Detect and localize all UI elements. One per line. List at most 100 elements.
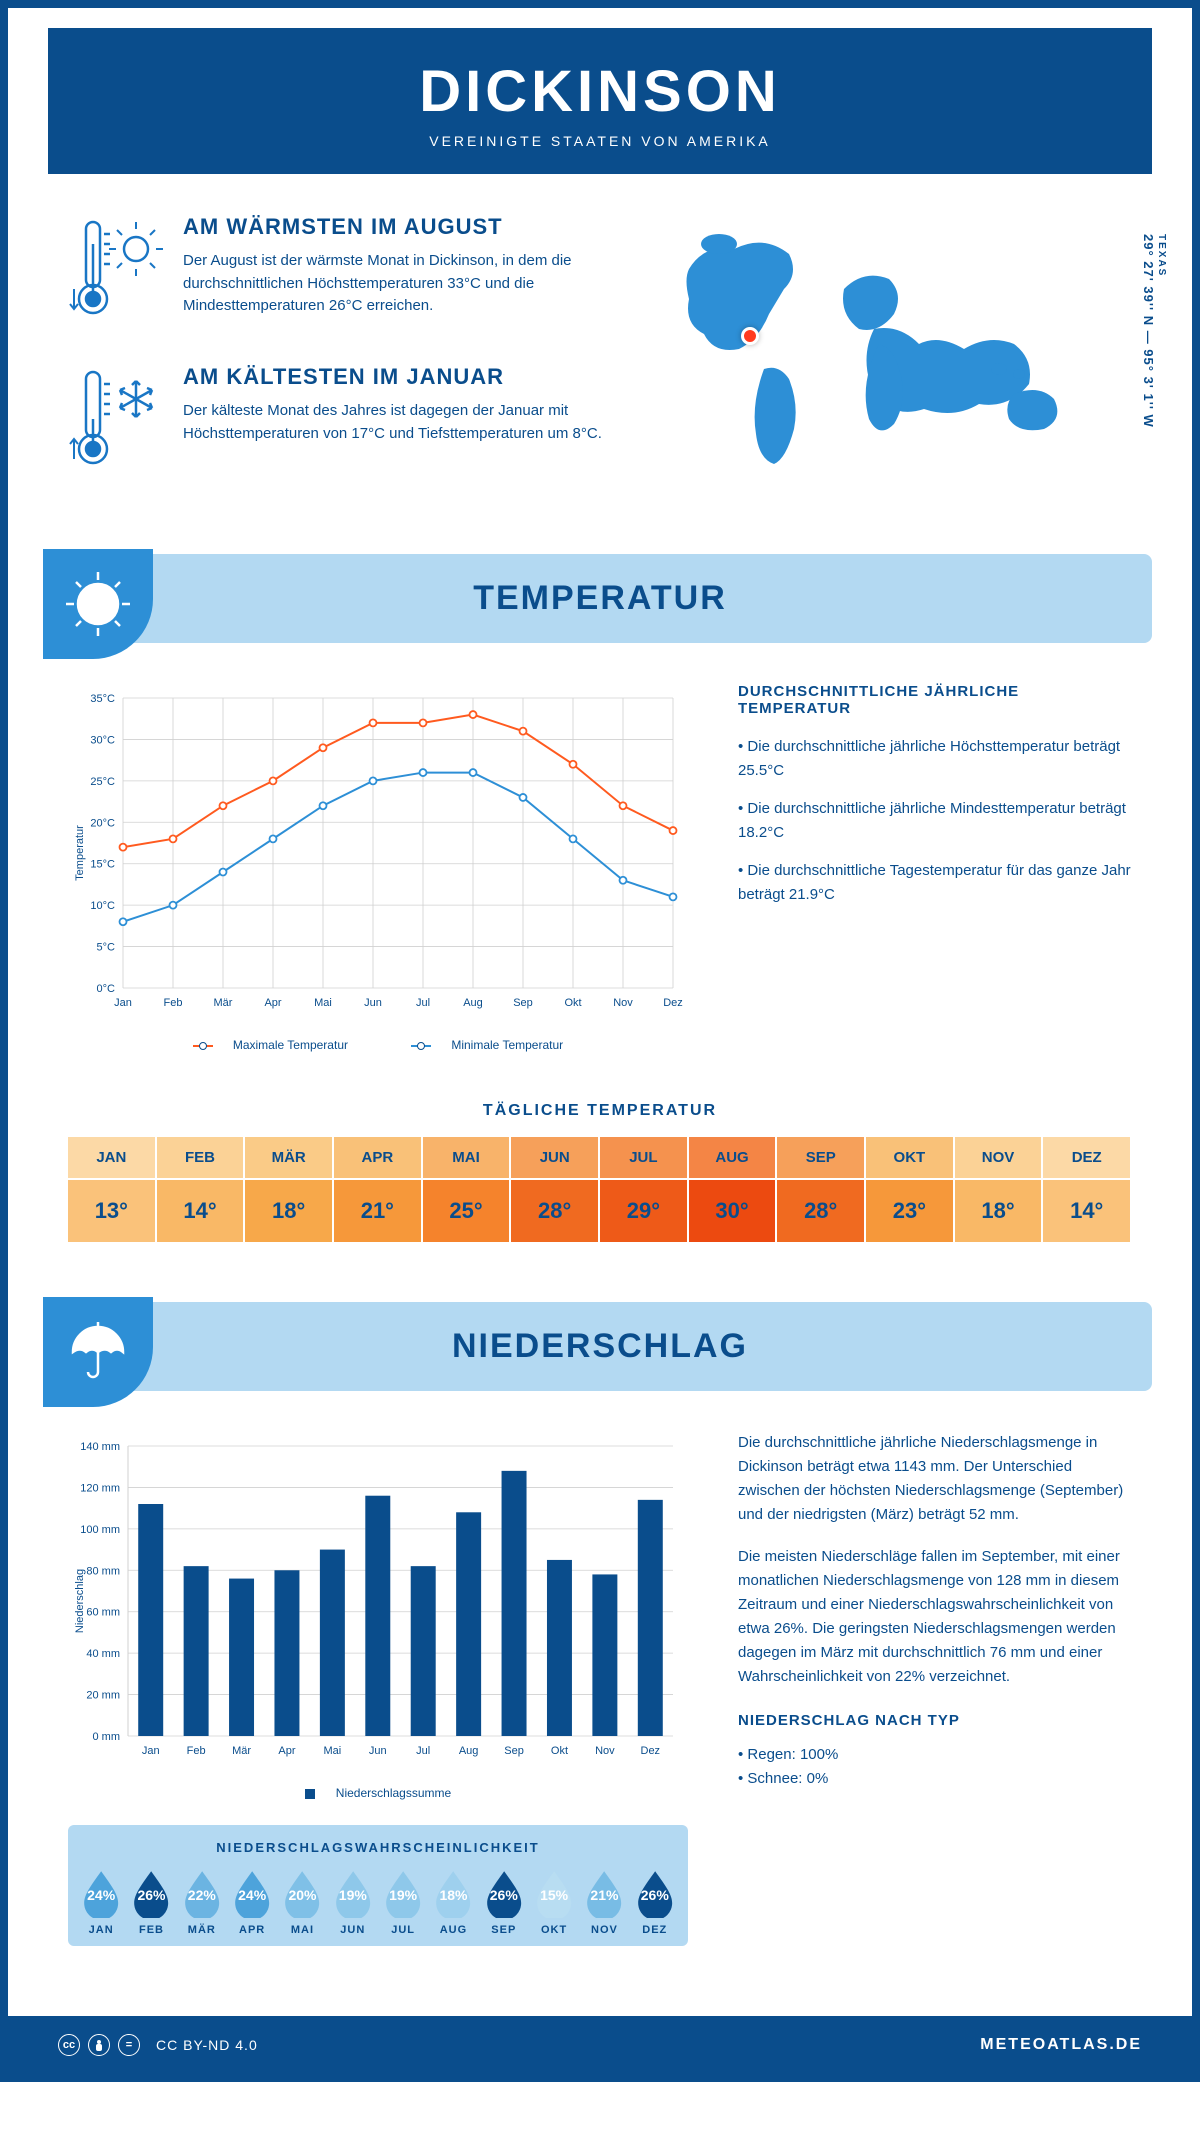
svg-text:40 mm: 40 mm — [86, 1648, 120, 1660]
heat-value: 14° — [157, 1180, 246, 1242]
svg-text:Jul: Jul — [416, 1745, 430, 1757]
svg-text:140 mm: 140 mm — [80, 1441, 120, 1453]
temp-line-chart: 0°C5°C10°C15°C20°C25°C30°C35°CJanFebMärA… — [68, 683, 688, 1023]
drop-month: FEB — [128, 1924, 174, 1936]
by-icon — [88, 2034, 110, 2056]
temp-text: DURCHSCHNITTLICHE JÄHRLICHE TEMPERATUR •… — [738, 683, 1132, 1052]
heat-month: MAI — [423, 1137, 512, 1178]
svg-text:Okt: Okt — [551, 1745, 568, 1757]
heat-month: DEZ — [1043, 1137, 1132, 1178]
avg-heading: DURCHSCHNITTLICHE JÄHRLICHE TEMPERATUR — [738, 683, 1132, 717]
heat-value: 30° — [689, 1180, 778, 1242]
svg-text:Dez: Dez — [641, 1745, 661, 1757]
drop-col: 15% OKT — [531, 1867, 577, 1936]
heat-row-months: JANFEBMÄRAPRMAIJUNJULAUGSEPOKTNOVDEZ — [68, 1135, 1132, 1178]
drop-value: 19% — [339, 1887, 367, 1903]
drop-icon: 15% — [531, 1867, 577, 1918]
drop-icon: 26% — [128, 1867, 174, 1918]
drop-value: 20% — [288, 1887, 316, 1903]
prob-heading: NIEDERSCHLAGSWAHRSCHEINLICHKEIT — [78, 1840, 678, 1855]
legend-min: Minimale Temperatur — [451, 1038, 563, 1052]
drop-value: 19% — [389, 1887, 417, 1903]
svg-text:15°C: 15°C — [90, 859, 115, 871]
heat-month: JAN — [68, 1137, 157, 1178]
svg-text:Okt: Okt — [564, 997, 581, 1009]
svg-text:25°C: 25°C — [90, 776, 115, 788]
svg-text:Apr: Apr — [264, 997, 281, 1009]
world-map — [644, 214, 1132, 479]
svg-text:20°C: 20°C — [90, 817, 115, 829]
prob-box: NIEDERSCHLAGSWAHRSCHEINLICHKEIT 24% JAN … — [68, 1825, 688, 1946]
page: DICKINSON VEREINIGTE STAATEN VON AMERIKA… — [0, 0, 1200, 2082]
drop-icon: 22% — [179, 1867, 225, 1918]
drop-value: 26% — [641, 1887, 669, 1903]
drop-month: NOV — [581, 1924, 627, 1936]
brand: METEOATLAS.DE — [980, 2036, 1142, 2054]
heat-value: 14° — [1043, 1180, 1132, 1242]
svg-text:Mai: Mai — [314, 997, 332, 1009]
svg-text:Temperatur: Temperatur — [74, 825, 86, 881]
drop-month: MAI — [279, 1924, 325, 1936]
temp-heading: TEMPERATUR — [473, 579, 727, 617]
drop-col: 18% AUG — [430, 1867, 476, 1936]
drop-value: 24% — [87, 1887, 115, 1903]
drop-col: 26% SEP — [481, 1867, 527, 1936]
drop-icon: 20% — [279, 1867, 325, 1918]
avg-b2: • Die durchschnittliche jährliche Mindes… — [738, 797, 1132, 845]
drop-month: JUL — [380, 1924, 426, 1936]
svg-text:Mai: Mai — [324, 1745, 342, 1757]
heat-month: FEB — [157, 1137, 246, 1178]
svg-text:Jan: Jan — [114, 997, 132, 1009]
svg-text:Mär: Mär — [214, 997, 233, 1009]
daily-temp-heading: TÄGLICHE TEMPERATUR — [8, 1102, 1192, 1120]
precip-rain: • Regen: 100% — [738, 1743, 1132, 1767]
svg-text:Niederschlag: Niederschlag — [74, 1569, 86, 1633]
drop-col: 24% JAN — [78, 1867, 124, 1936]
temp-legend: Maximale Temperatur Minimale Temperatur — [68, 1038, 688, 1052]
svg-text:Nov: Nov — [613, 997, 633, 1009]
svg-text:Sep: Sep — [513, 997, 533, 1009]
temp-section-header: TEMPERATUR — [48, 554, 1152, 643]
avg-b1: • Die durchschnittliche jährliche Höchst… — [738, 735, 1132, 783]
svg-text:Aug: Aug — [459, 1745, 479, 1757]
state-label: TEXAS — [1156, 234, 1167, 420]
heat-value: 21° — [334, 1180, 423, 1242]
heat-month: OKT — [866, 1137, 955, 1178]
heat-row-values: 13°14°18°21°25°28°29°30°28°23°18°14° — [68, 1178, 1132, 1242]
svg-text:Apr: Apr — [278, 1745, 295, 1757]
drop-icon: 18% — [430, 1867, 476, 1918]
map-column: TEXAS 29° 27' 39'' N — 95° 3' 1'' W — [644, 214, 1132, 514]
drop-month: SEP — [481, 1924, 527, 1936]
svg-text:Jul: Jul — [416, 997, 430, 1009]
svg-text:Feb: Feb — [187, 1745, 206, 1757]
svg-text:120 mm: 120 mm — [80, 1482, 120, 1494]
precip-section-header: NIEDERSCHLAG — [48, 1302, 1152, 1391]
fact-warmest: AM WÄRMSTEN IM AUGUST Der August ist der… — [68, 214, 604, 329]
drop-col: 19% JUL — [380, 1867, 426, 1936]
heat-value: 18° — [245, 1180, 334, 1242]
heat-value: 28° — [511, 1180, 600, 1242]
facts-column: AM WÄRMSTEN IM AUGUST Der August ist der… — [68, 214, 604, 514]
precip-p1: Die durchschnittliche jährliche Niedersc… — [738, 1431, 1132, 1527]
heat-month: MÄR — [245, 1137, 334, 1178]
svg-text:100 mm: 100 mm — [80, 1524, 120, 1536]
precip-text: Die durchschnittliche jährliche Niedersc… — [738, 1431, 1132, 1946]
nd-icon: = — [118, 2034, 140, 2056]
license-text: CC BY-ND 4.0 — [156, 2037, 258, 2053]
country-subtitle: VEREINIGTE STAATEN VON AMERIKA — [68, 133, 1132, 149]
drop-value: 26% — [137, 1887, 165, 1903]
heat-value: 25° — [423, 1180, 512, 1242]
umbrella-icon — [43, 1297, 153, 1407]
drop-value: 22% — [188, 1887, 216, 1903]
temp-chart: 0°C5°C10°C15°C20°C25°C30°C35°CJanFebMärA… — [68, 683, 688, 1052]
drop-icon: 19% — [330, 1867, 376, 1918]
drop-month: APR — [229, 1924, 275, 1936]
svg-text:Nov: Nov — [595, 1745, 615, 1757]
heat-month: SEP — [777, 1137, 866, 1178]
sun-icon — [43, 549, 153, 659]
precip-type-heading: NIEDERSCHLAG NACH TYP — [738, 1709, 1132, 1733]
drop-icon: 26% — [481, 1867, 527, 1918]
precip-snow: • Schnee: 0% — [738, 1767, 1132, 1791]
drop-value: 21% — [590, 1887, 618, 1903]
fact-warm-text: Der August ist der wärmste Monat in Dick… — [183, 250, 604, 318]
